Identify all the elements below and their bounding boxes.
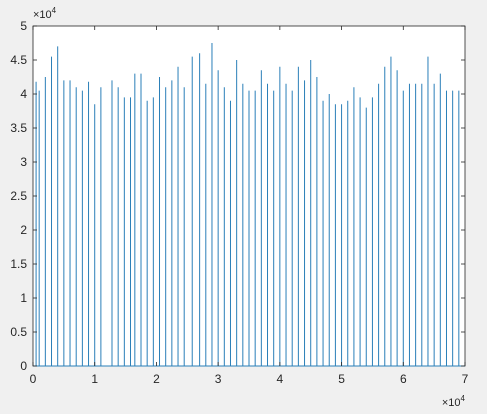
y-tick-label: 5 bbox=[20, 19, 27, 33]
x-tick-label: 5 bbox=[338, 372, 345, 386]
x-tick-label: 3 bbox=[215, 372, 222, 386]
x-tick-label: 2 bbox=[153, 372, 160, 386]
x-axis: 0 1 2 3 4 5 6 7 bbox=[30, 26, 469, 386]
y-axis: 0 0.5 1 1.5 2 2.5 3 3.5 4 4.5 5 bbox=[10, 19, 465, 373]
x-tick-label: 4 bbox=[277, 372, 284, 386]
x-exponent-label: ×104 bbox=[442, 394, 466, 409]
x-tick-label: 1 bbox=[91, 372, 98, 386]
y-tick-label: 3 bbox=[20, 155, 27, 169]
y-tick-label: 3.5 bbox=[10, 121, 27, 135]
y-exponent-label: ×104 bbox=[33, 6, 57, 21]
y-tick-label: 2 bbox=[20, 223, 27, 237]
y-tick-label: 0.5 bbox=[10, 325, 27, 339]
y-tick-label: 4.5 bbox=[10, 53, 27, 67]
x-tick-label: 7 bbox=[462, 372, 469, 386]
stem-series bbox=[33, 43, 465, 367]
y-tick-label: 4 bbox=[20, 87, 27, 101]
x-tick-label: 0 bbox=[30, 372, 37, 386]
y-tick-label: 2.5 bbox=[10, 189, 27, 203]
x-tick-label: 6 bbox=[400, 372, 407, 386]
y-tick-label: 1 bbox=[20, 291, 27, 305]
y-tick-label: 1.5 bbox=[10, 257, 27, 271]
y-tick-label: 0 bbox=[20, 359, 27, 373]
